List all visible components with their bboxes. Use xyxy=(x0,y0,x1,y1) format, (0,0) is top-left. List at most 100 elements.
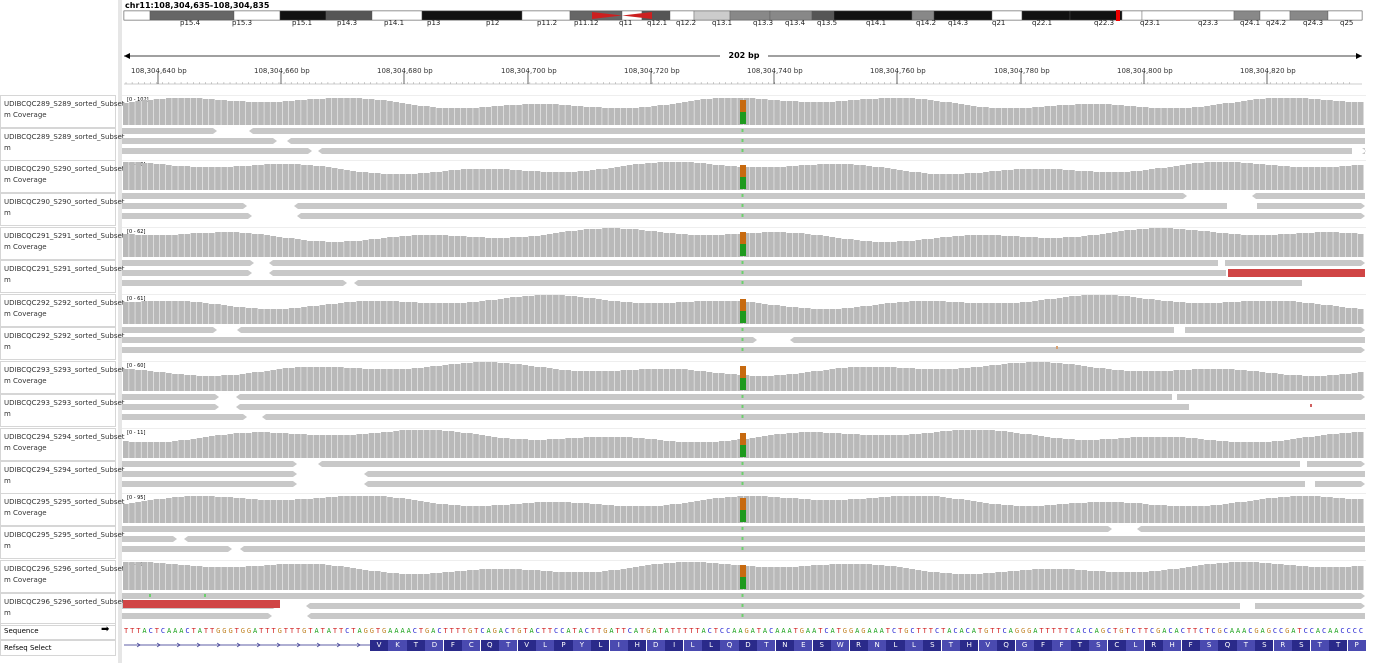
coverage-bar xyxy=(688,562,694,590)
coverage-track-name[interactable]: UDIBCQC290_S290_sorted_Subset m Coverage xyxy=(0,160,125,193)
coverage-bar xyxy=(1345,102,1352,125)
alignment-track-name[interactable]: UDIBCQC291_S291_sorted_Subset m xyxy=(0,260,125,293)
coverage-bar xyxy=(620,569,627,590)
coverage-bar xyxy=(700,99,707,125)
coverage-bar xyxy=(522,365,528,391)
coverage-bar xyxy=(209,233,215,257)
coverage-bar xyxy=(878,167,885,190)
coverage-bar xyxy=(1007,108,1014,125)
coverage-bar xyxy=(1204,162,1210,190)
coverage-bar xyxy=(534,236,541,257)
track-data[interactable] xyxy=(122,294,1366,360)
coverage-bar xyxy=(725,166,731,190)
coverage-bar xyxy=(338,435,344,458)
coverage-bar xyxy=(172,166,178,190)
coverage-bar xyxy=(854,367,860,391)
coverage-bar xyxy=(510,504,516,523)
track-data[interactable] xyxy=(122,560,1366,626)
track-data[interactable] xyxy=(122,227,1366,293)
coverage-bar xyxy=(1253,371,1260,391)
coverage-bar xyxy=(1118,370,1124,391)
coverage-track-name[interactable]: UDIBCQC296_S296_sorted_Subset m Coverage xyxy=(0,560,125,593)
coverage-bar xyxy=(614,437,621,458)
reference-base: A xyxy=(1235,627,1241,635)
coverage-bar xyxy=(1001,170,1008,190)
coverage-bar xyxy=(479,506,485,523)
reference-base: T xyxy=(210,627,215,635)
coverage-bar xyxy=(1075,365,1081,391)
coverage-bar xyxy=(485,300,492,324)
coverage-bar xyxy=(356,172,363,190)
coverage-track-name[interactable]: UDIBCQC295_S295_sorted_Subset m Coverage xyxy=(0,493,125,526)
alignment-track-label: UDIBCQC291_S291_sorted_Subset xyxy=(4,265,125,273)
track-data[interactable] xyxy=(122,493,1366,559)
coverage-track-name[interactable]: UDIBCQC293_S293_sorted_Subset m Coverage xyxy=(0,361,125,394)
coverage-bar xyxy=(872,305,879,324)
aligned-read xyxy=(122,546,232,552)
coverage-bar xyxy=(761,496,768,523)
coverage-bar xyxy=(522,237,528,257)
coverage-bar xyxy=(276,309,283,324)
coverage-bar xyxy=(454,571,461,590)
coverage-bar xyxy=(817,432,823,458)
coverage-bar xyxy=(860,241,866,257)
coverage-bar xyxy=(1056,169,1063,190)
coverage-bar xyxy=(700,235,707,257)
coverage-bar xyxy=(1357,499,1364,523)
reference-base: A xyxy=(566,627,571,635)
coverage-track-name[interactable]: UDIBCQC292_S292_sorted_Subset m Coverage xyxy=(0,294,125,327)
alignment-track-name[interactable]: UDIBCQC289_S289_sorted_Subset m xyxy=(0,128,125,161)
track-data[interactable] xyxy=(122,160,1366,226)
coverage-bar xyxy=(571,438,578,458)
reference-base: C xyxy=(1223,627,1228,635)
reference-base: T xyxy=(191,627,196,635)
coverage-bar xyxy=(565,105,571,125)
coverage-bar xyxy=(288,434,295,458)
alignment-track-name[interactable]: UDIBCQC296_S296_sorted_Subset m xyxy=(0,593,125,626)
coverage-bar xyxy=(430,366,436,391)
coverage-track-name[interactable]: UDIBCQC294_S294_sorted_Subset m Coverage xyxy=(0,428,125,461)
coverage-bar xyxy=(276,564,283,590)
coverage-bar xyxy=(1161,371,1167,391)
alignment-track-name[interactable]: UDIBCQC292_S292_sorted_Subset m xyxy=(0,327,125,360)
coverage-bar xyxy=(1345,499,1352,523)
coverage-bar xyxy=(700,163,707,190)
coverage-bar xyxy=(209,167,215,190)
refseq-gene-track[interactable] xyxy=(122,640,1366,658)
coverage-bar xyxy=(184,565,191,590)
sequence-track-name[interactable]: Sequence ➡ xyxy=(0,623,116,640)
coverage-bar xyxy=(442,504,449,523)
coverage-bar xyxy=(1099,502,1106,523)
refseq-track-name[interactable]: Refseq Select xyxy=(0,640,116,656)
coverage-bar xyxy=(553,233,559,257)
coverage-bar xyxy=(135,502,141,523)
amino-acid: S xyxy=(1292,640,1311,651)
coverage-track-name[interactable]: UDIBCQC291_S291_sorted_Subset m Coverage xyxy=(0,227,125,260)
coverage-bar xyxy=(172,98,178,125)
coverage-bar xyxy=(1001,431,1008,458)
coverage-bar xyxy=(755,437,762,458)
alignment-track-name[interactable]: UDIBCQC295_S295_sorted_Subset m xyxy=(0,526,125,559)
ideogram-ruler[interactable] xyxy=(122,10,1366,90)
alignment-track-name[interactable]: UDIBCQC290_S290_sorted_Subset m xyxy=(0,193,125,226)
coverage-track-name[interactable]: UDIBCQC289_S289_sorted_Subset m Coverage xyxy=(0,95,125,128)
coverage-bar xyxy=(233,307,240,324)
track-data[interactable] xyxy=(122,428,1366,494)
coverage-bar xyxy=(1216,104,1223,125)
coverage-bar xyxy=(872,167,879,190)
coverage-bar xyxy=(454,236,461,257)
alignment-track-name[interactable]: UDIBCQC293_S293_sorted_Subset m xyxy=(0,394,125,427)
track-data[interactable] xyxy=(122,361,1366,427)
coverage-bar xyxy=(682,234,688,257)
panel-divider[interactable] xyxy=(118,0,122,663)
coverage-bar xyxy=(190,98,197,125)
coverage-bar xyxy=(1155,371,1161,391)
strand-arrow-icon[interactable]: ➡ xyxy=(101,624,110,635)
coverage-bar xyxy=(1296,375,1303,391)
reference-base: C xyxy=(1199,627,1204,635)
track-data[interactable] xyxy=(122,95,1366,161)
reference-base: C xyxy=(1272,627,1278,635)
coverage-bar xyxy=(454,170,461,190)
coverage-bar xyxy=(424,430,430,458)
alignment-track-name[interactable]: UDIBCQC294_S294_sorted_Subset m xyxy=(0,461,125,494)
